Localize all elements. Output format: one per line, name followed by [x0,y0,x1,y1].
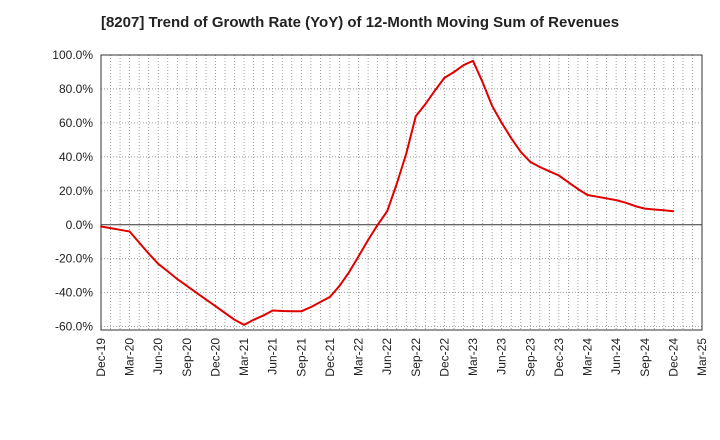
data-point [443,77,446,79]
data-point [500,122,503,124]
data-point [414,115,417,118]
x-tick-label: Dec-21 [323,338,337,377]
data-point [662,209,665,212]
data-point [262,314,265,317]
data-point [462,64,465,67]
chart-title: [8207] Trend of Growth Rate (YoY) of 12-… [100,14,620,31]
data-point [329,295,331,298]
data-point [281,310,284,312]
data-point [529,161,532,163]
y-tick-label: 80.0% [59,82,93,96]
data-point [491,105,494,107]
data-point [338,284,341,287]
x-tick-label: Dec-19 [94,338,108,377]
data-point [128,230,131,233]
x-tick-label: Dec-23 [552,338,566,377]
data-point [348,271,350,274]
data-point [319,301,322,303]
data-point [548,170,551,173]
data-point [424,103,427,106]
data-point [453,71,455,73]
x-tick-label: Dec-22 [437,338,451,377]
data-point [138,241,141,244]
x-tick-label: Mar-22 [352,338,366,376]
data-point [252,318,255,321]
data-point [405,152,408,155]
data-point [157,262,160,265]
x-tick-label: Mar-24 [581,338,595,376]
data-point [586,194,589,196]
data-point [519,150,522,153]
data-point [386,210,389,213]
data-point [367,239,370,241]
x-tick-label: Sep-24 [638,338,652,377]
data-point [271,309,274,312]
x-tick-label: Dec-20 [208,338,222,377]
data-point [672,210,675,213]
data-point [634,205,637,207]
data-point [376,223,379,226]
data-point [481,81,484,84]
data-point [195,291,198,294]
y-tick-label: 60.0% [59,116,93,130]
x-tick-label: Sep-20 [180,338,194,377]
data-point [596,195,598,198]
data-point [357,255,360,258]
data-point [205,298,207,301]
x-tick-label: Mar-23 [466,338,480,376]
y-tick-label: 0.0% [66,218,94,232]
data-point [395,183,398,185]
data-point [643,207,646,210]
y-tick-label: 100.0% [52,48,93,62]
data-point [624,201,627,204]
x-tick-label: Jun-20 [151,338,165,375]
data-point [147,252,150,255]
data-point [558,174,560,177]
data-point [567,181,570,184]
data-point [176,278,179,280]
data-point [224,312,226,314]
data-point [119,228,121,231]
x-tick-label: Dec-24 [666,338,680,377]
plot-area [101,55,702,330]
data-point [472,60,474,62]
x-tick-label: Sep-21 [294,338,308,377]
data-point [615,199,618,202]
data-point [185,284,188,287]
data-point [653,208,656,211]
data-point [290,310,293,313]
data-point [109,227,112,230]
x-tick-label: Jun-23 [495,338,509,375]
y-tick-label: -60.0% [55,320,93,334]
data-point [605,197,608,200]
data-point [433,89,436,92]
x-tick-label: Mar-20 [123,338,137,376]
x-tick-label: Mar-21 [237,338,251,376]
y-tick-label: -40.0% [55,286,93,300]
x-tick-label: Jun-24 [609,338,623,375]
data-point [300,310,303,313]
y-tick-label: 40.0% [59,150,93,164]
data-point [510,137,513,140]
data-point [166,270,169,273]
data-point [538,166,541,168]
data-point [214,305,217,308]
y-tick-label: -20.0% [55,252,93,266]
x-tick-label: Mar-25 [695,338,709,376]
plot-border [100,54,703,331]
x-tick-label: Jun-21 [266,338,280,375]
x-tick-label: Sep-22 [409,338,423,377]
data-point [577,188,579,191]
data-point [309,306,312,308]
data-point [243,324,245,326]
y-tick-label: 20.0% [59,184,93,198]
x-tick-label: Sep-23 [523,338,537,377]
data-point [233,318,236,321]
x-tick-label: Jun-22 [380,338,394,375]
data-point [100,225,102,228]
